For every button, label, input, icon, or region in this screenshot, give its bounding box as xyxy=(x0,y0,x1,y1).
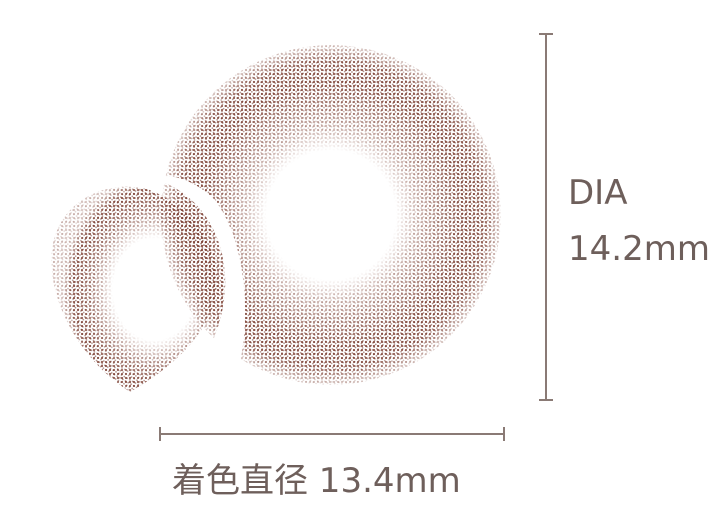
color-diameter-label: 着色直径 13.4mm xyxy=(172,461,461,501)
color-diameter-dimension-line xyxy=(159,427,505,441)
lens-side-view xyxy=(51,186,218,392)
lens-front-view xyxy=(161,45,501,385)
diameter-label: DIA xyxy=(568,173,628,213)
diameter-dimension-line xyxy=(539,33,553,401)
diameter-value: 14.2mm xyxy=(568,229,710,269)
